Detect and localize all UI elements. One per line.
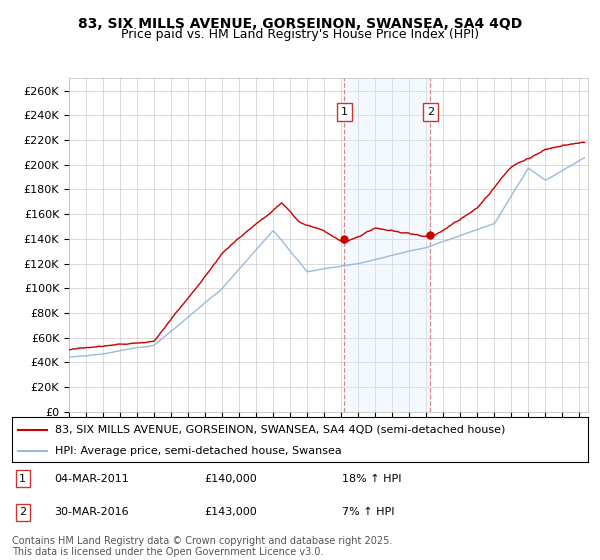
Text: 83, SIX MILLS AVENUE, GORSEINON, SWANSEA, SA4 4QD (semi-detached house): 83, SIX MILLS AVENUE, GORSEINON, SWANSEA… [55, 424, 506, 435]
Text: 04-MAR-2011: 04-MAR-2011 [54, 474, 129, 484]
Text: 18% ↑ HPI: 18% ↑ HPI [342, 474, 401, 484]
Text: £140,000: £140,000 [204, 474, 257, 484]
Text: 2: 2 [19, 507, 26, 517]
Text: 2: 2 [427, 107, 434, 116]
Text: Contains HM Land Registry data © Crown copyright and database right 2025.
This d: Contains HM Land Registry data © Crown c… [12, 535, 392, 557]
Text: 1: 1 [19, 474, 26, 484]
Text: 7% ↑ HPI: 7% ↑ HPI [342, 507, 395, 517]
Text: 30-MAR-2016: 30-MAR-2016 [54, 507, 128, 517]
Text: 83, SIX MILLS AVENUE, GORSEINON, SWANSEA, SA4 4QD: 83, SIX MILLS AVENUE, GORSEINON, SWANSEA… [78, 17, 522, 31]
Text: £143,000: £143,000 [204, 507, 257, 517]
Text: Price paid vs. HM Land Registry's House Price Index (HPI): Price paid vs. HM Land Registry's House … [121, 28, 479, 41]
Bar [344, 78, 430, 412]
Text: 1: 1 [341, 107, 347, 116]
Text: HPI: Average price, semi-detached house, Swansea: HPI: Average price, semi-detached house,… [55, 446, 342, 456]
